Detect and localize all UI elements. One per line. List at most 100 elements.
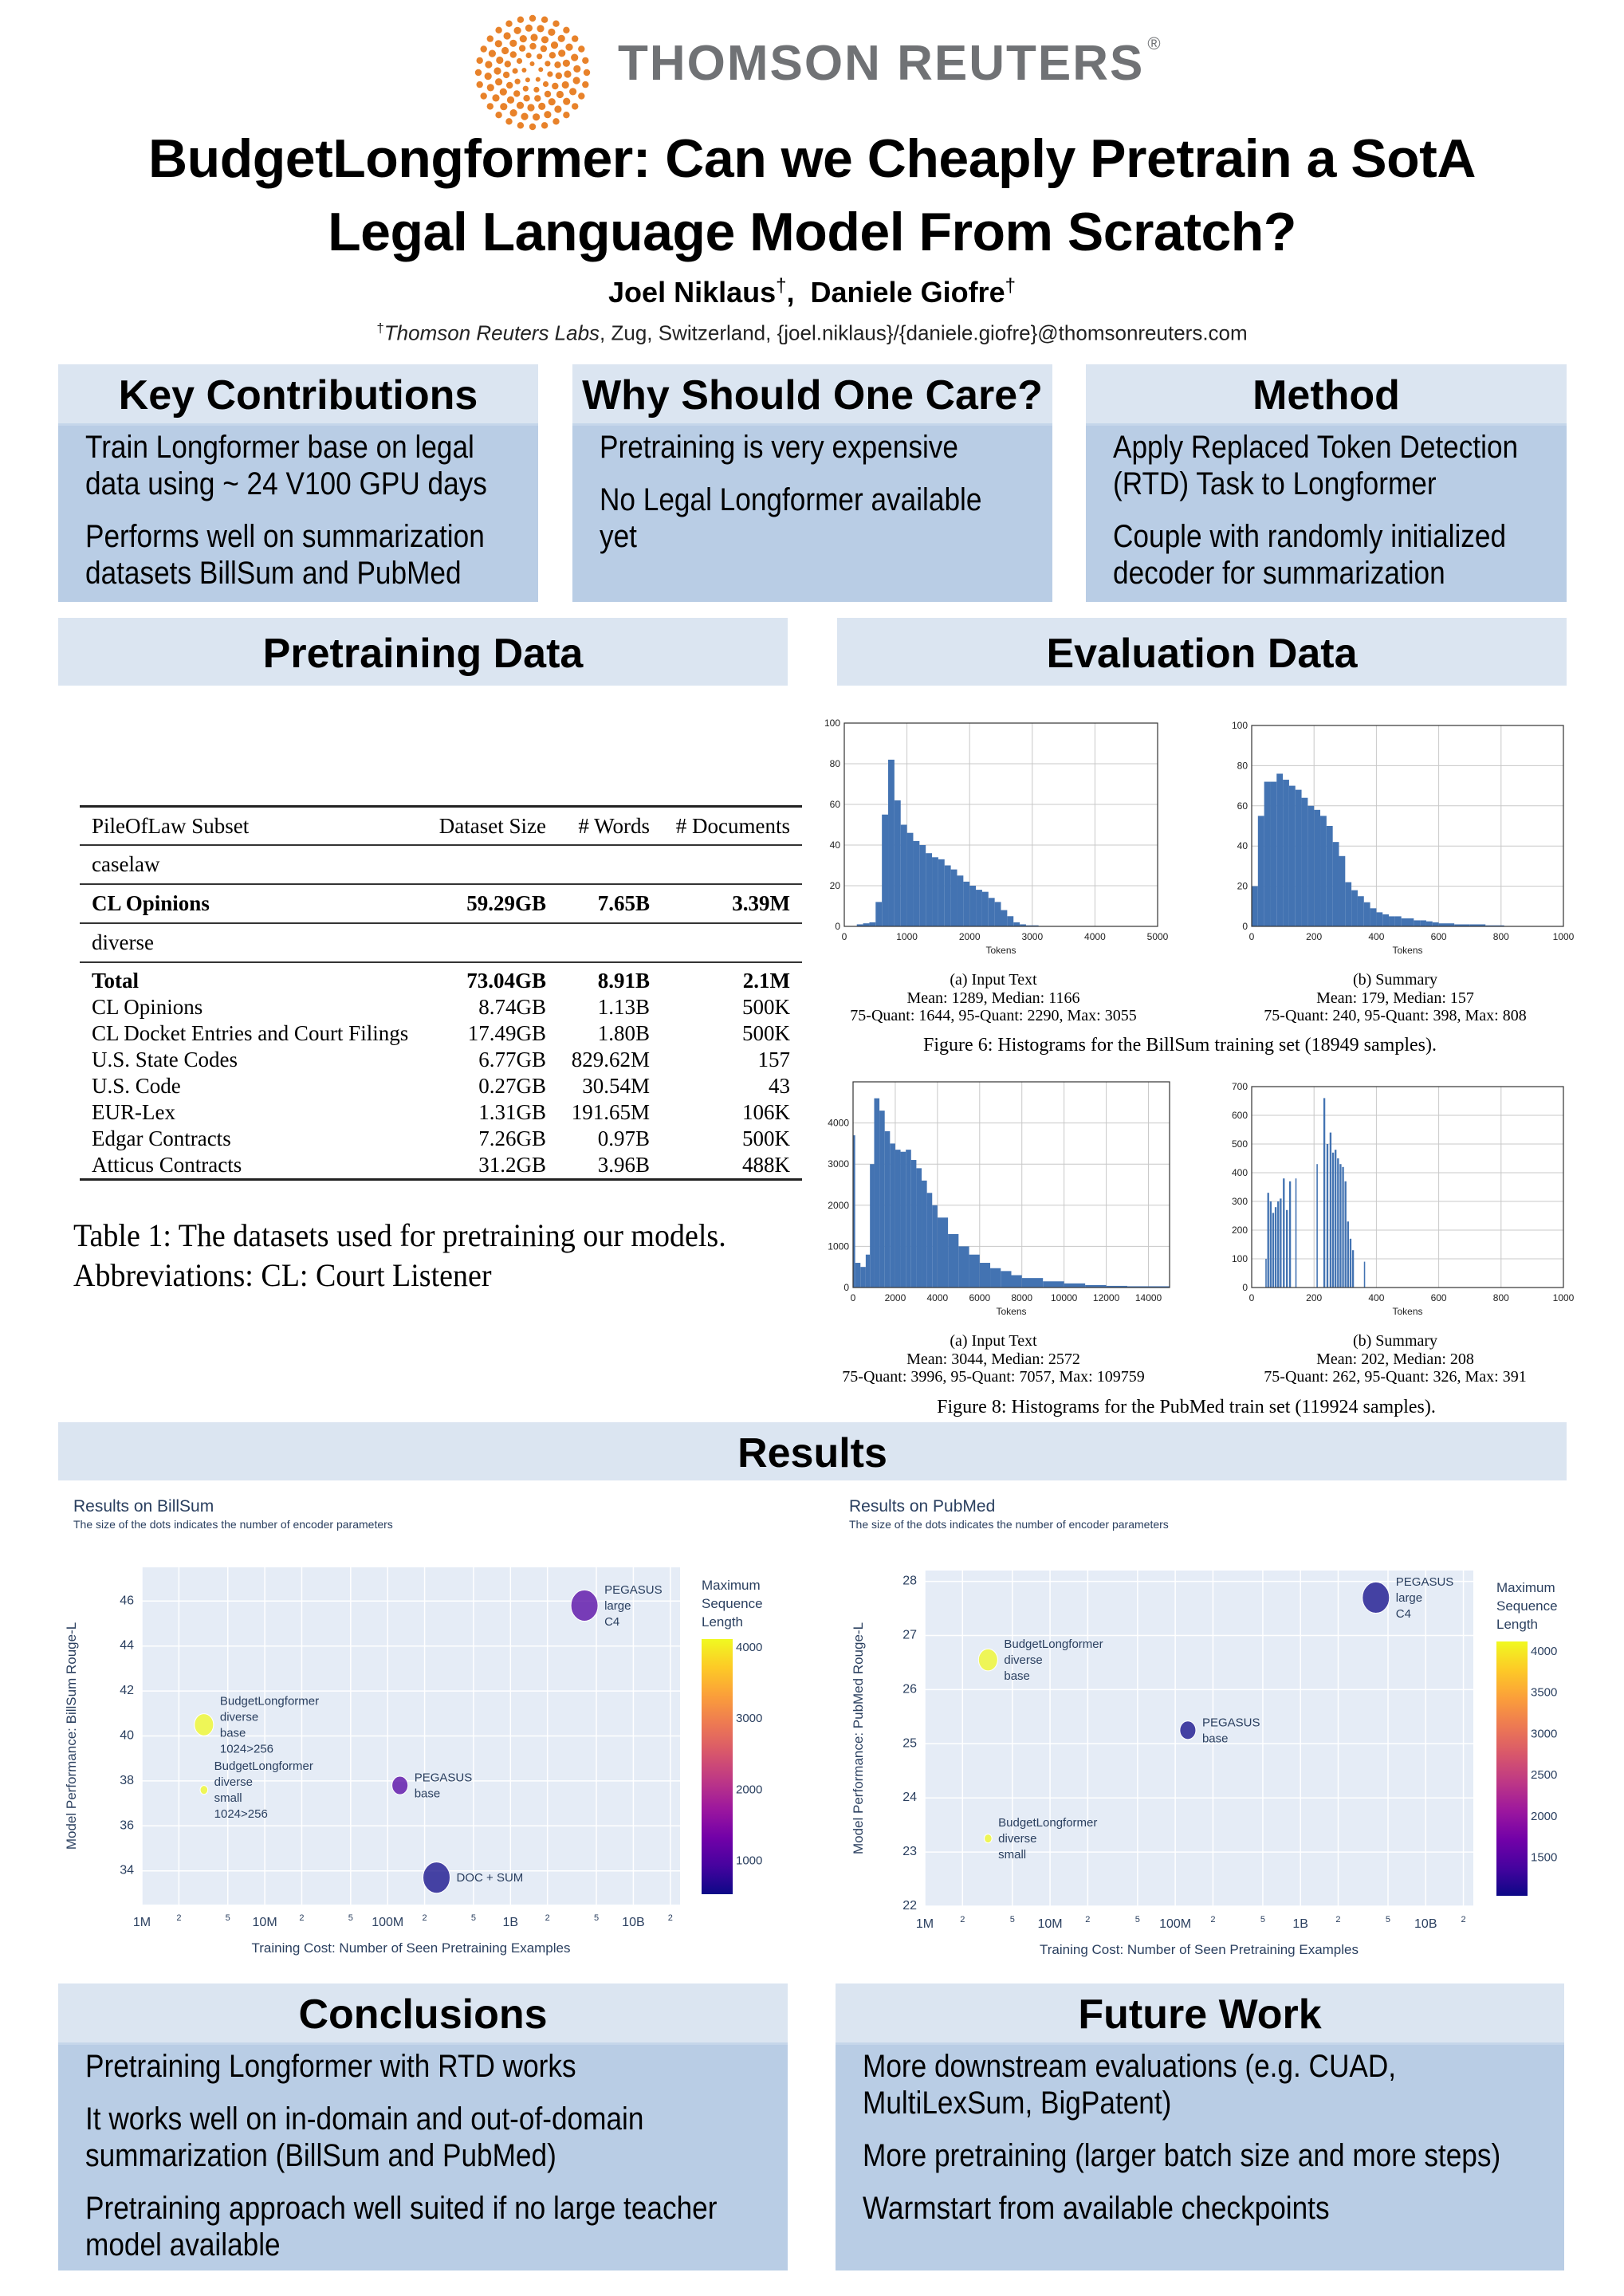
- y-tick-label: 22: [902, 1899, 917, 1913]
- y-tick-label: 600: [1232, 1110, 1248, 1121]
- logo-dot: [476, 81, 483, 88]
- y-tick-label: 28: [902, 1575, 917, 1588]
- x-tick-label: 1000: [1553, 931, 1575, 942]
- method-box: Method Apply Replaced Token Detection (R…: [1086, 364, 1567, 602]
- table-cell: 829.62M: [571, 1048, 650, 1071]
- authors: Joel Niklaus†, Daniele Giofre†: [0, 275, 1624, 309]
- y-tick-label: 40: [120, 1729, 134, 1743]
- point-label: PEGASUS: [604, 1583, 663, 1597]
- histogram-bar: [1314, 809, 1321, 926]
- logo-dot: [538, 102, 546, 110]
- histogram-bar: [1337, 1158, 1339, 1288]
- box-title: Future Work: [836, 1983, 1564, 2045]
- histogram-bar: [1267, 1193, 1269, 1288]
- colorbar-title: Maximum: [702, 1578, 761, 1593]
- point-label: large: [604, 1599, 631, 1613]
- logo-dot: [541, 122, 549, 129]
- logo-dot: [563, 112, 570, 119]
- x-tick-label: 5: [1386, 1915, 1390, 1924]
- table-caption: Table 1: The datasets used for pretraini…: [73, 1216, 726, 1295]
- logo-dot: [578, 45, 585, 53]
- x-tick-label: 2000: [885, 1292, 906, 1303]
- y-tick-label: 700: [1232, 1081, 1248, 1092]
- histogram-bar: [1007, 916, 1014, 926]
- logo-dot: [527, 104, 535, 112]
- y-tick-label: 46: [120, 1594, 134, 1607]
- logo-dot: [583, 69, 591, 77]
- caption-line: (a) Input Text: [950, 1332, 1037, 1350]
- logo-dot: [529, 61, 535, 66]
- data-point: [570, 1589, 599, 1622]
- logo-dot: [533, 113, 541, 121]
- logo-dot: [503, 32, 511, 40]
- x-tick-label: 400: [1368, 931, 1384, 942]
- histogram-bar: [900, 1151, 906, 1288]
- thomson-reuters-logo-mark: [474, 14, 591, 131]
- x-tick-label: 12000: [1093, 1292, 1120, 1303]
- colorbar-tick-label: 3500: [1531, 1686, 1557, 1700]
- box-item: Train Longformer base on legal data usin…: [85, 430, 487, 501]
- box-item: It works well on in-domain and out-of-do…: [85, 2101, 644, 2173]
- logo-dot: [529, 42, 537, 50]
- histogram-bar: [1351, 890, 1358, 926]
- histogram-caption: (b) Summary Mean: 202, Median: 208 75-Quan…: [1220, 1332, 1571, 1386]
- caption-line: Table 1: The datasets used for pretraini…: [73, 1217, 726, 1253]
- histogram-bar: [1013, 922, 1020, 926]
- logo-dot: [492, 94, 500, 102]
- histogram-bar: [1274, 1207, 1277, 1288]
- histogram-bar: [1288, 785, 1296, 926]
- logo-dot: [569, 88, 577, 96]
- box-title: Why Should One Care?: [572, 364, 1052, 426]
- pubmed-summary-histogram: 0 200 400 600 800 1000 0 100 200 300 400 500 600 700 T…: [1232, 1081, 1575, 1317]
- logo-dot: [555, 72, 562, 80]
- x-tick-label: 4000: [1084, 931, 1106, 942]
- logo-dot: [496, 56, 504, 65]
- x-tick-label: 10M: [1038, 1917, 1063, 1931]
- data-point: [1179, 1720, 1197, 1740]
- histogram-bar: [900, 824, 907, 926]
- x-tick-label: 2: [1461, 1915, 1466, 1924]
- logo-dot: [571, 53, 579, 61]
- histogram-bar: [1349, 1238, 1352, 1288]
- box-item: Couple with randomly initialized decoder…: [1113, 519, 1507, 591]
- table-cell: 500K: [742, 1126, 790, 1150]
- caption-line: Mean: 1289, Median: 1166: [906, 989, 1080, 1007]
- histogram-bar: [1295, 789, 1302, 926]
- table-group-row: diverse: [80, 923, 802, 963]
- histogram-bar: [994, 902, 1001, 926]
- point-label: small: [214, 1791, 242, 1805]
- logo-dot: [565, 43, 573, 51]
- x-tick-label: 10M: [253, 1916, 277, 1929]
- colorbar-title: Length: [702, 1614, 743, 1630]
- pubmed-input-histogram: 0 2000 4000 6000 8000 10000 12000 14000 0 1000 200…: [828, 1081, 1170, 1317]
- y-tick-label: 60: [1237, 800, 1248, 812]
- x-tick-label: 2: [1335, 1915, 1340, 1924]
- x-tick-label: 5: [471, 1913, 476, 1923]
- y-tick-label: 100: [1232, 720, 1248, 731]
- y-tick-label: 2000: [828, 1200, 849, 1211]
- logo-dot: [572, 103, 579, 110]
- histogram-bar: [1307, 805, 1315, 926]
- table-cell: CL Opinions: [92, 995, 203, 1019]
- logo-dot: [521, 112, 529, 120]
- y-tick-label: 40: [830, 839, 841, 851]
- table-row: CL Opinions 59.29GB 7.65B 3.39M: [80, 884, 802, 924]
- histogram-bar: [1332, 842, 1339, 926]
- histogram-bar: [1064, 1283, 1086, 1288]
- histogram-bar: [906, 1150, 911, 1288]
- histogram-bar: [1283, 780, 1289, 926]
- x-tick-label: 100M: [1159, 1917, 1191, 1931]
- x-axis-label: Tokens: [996, 1306, 1026, 1317]
- table-cell: Edgar Contracts: [92, 1126, 231, 1150]
- histogram-bar: [1407, 918, 1414, 926]
- y-tick-label: 0: [1242, 1282, 1248, 1293]
- histogram-bar: [856, 924, 863, 926]
- histogram-bar: [1363, 1261, 1366, 1288]
- histogram-bar: [1345, 882, 1352, 926]
- colorbar-tick-label: 2000: [736, 1783, 762, 1796]
- x-tick-label: 2: [1210, 1915, 1215, 1924]
- chart-subtitle: The size of the dots indicates the numbe…: [73, 1518, 393, 1531]
- x-tick-label: 10B: [622, 1916, 644, 1929]
- colorbar-tick-label: 3000: [1531, 1727, 1557, 1740]
- histogram-bar: [1021, 1278, 1044, 1288]
